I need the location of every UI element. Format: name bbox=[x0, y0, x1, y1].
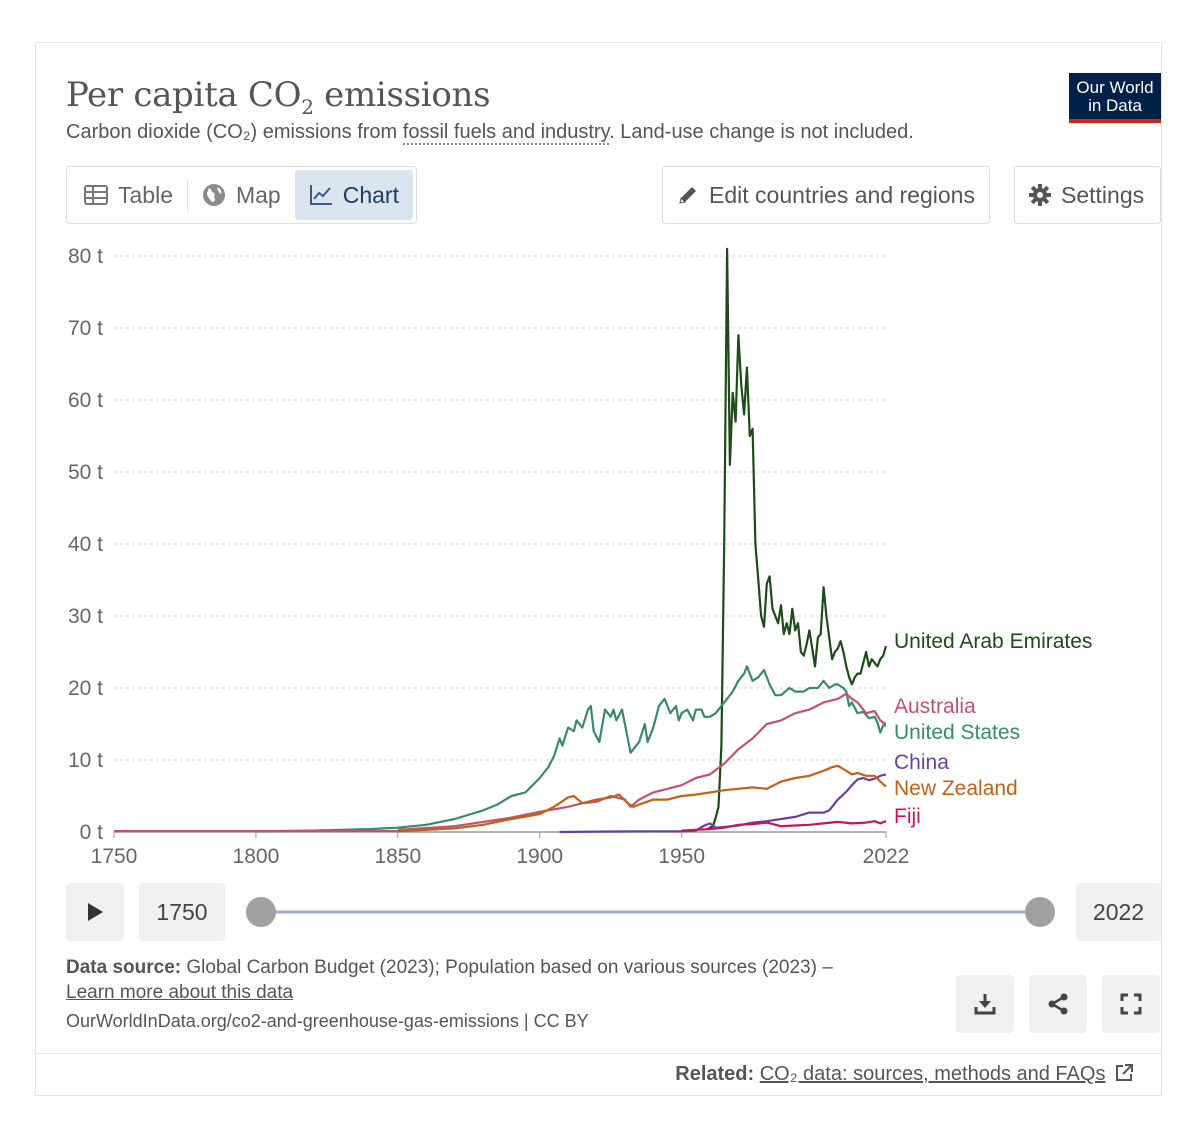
y-tick-label: 40 t bbox=[68, 533, 103, 556]
series-label: Fiji bbox=[894, 805, 921, 828]
view-tabs: Table Map Chart bbox=[66, 166, 417, 224]
play-icon bbox=[88, 903, 103, 921]
share-button[interactable] bbox=[1029, 975, 1087, 1033]
y-tick-label: 60 t bbox=[68, 389, 103, 412]
gear-icon bbox=[1029, 184, 1051, 206]
expand-icon bbox=[1120, 993, 1142, 1015]
pencil-icon bbox=[679, 187, 696, 204]
fullscreen-button[interactable] bbox=[1102, 975, 1160, 1033]
owid-logo[interactable]: Our World in Data bbox=[1069, 73, 1161, 123]
tab-table[interactable]: Table bbox=[70, 170, 187, 220]
source-url: OurWorldInData.org/co2-and-greenhouse-ga… bbox=[66, 1011, 589, 1031]
x-tick-label: 2022 bbox=[863, 845, 910, 868]
series-line bbox=[681, 820, 887, 832]
series-label: United Arab Emirates bbox=[894, 630, 1092, 653]
download-icon bbox=[974, 994, 996, 1015]
data-source: Data source: Global Carbon Budget (2023)… bbox=[66, 957, 833, 1003]
tab-chart[interactable]: Chart bbox=[294, 170, 413, 220]
x-tick-label: 1850 bbox=[374, 845, 421, 868]
line-chart-icon bbox=[309, 185, 332, 205]
share-icon bbox=[1048, 993, 1068, 1015]
y-tick-label: 80 t bbox=[68, 245, 103, 268]
series-line bbox=[397, 692, 887, 831]
series-label: China bbox=[894, 751, 949, 774]
x-tick-label: 1750 bbox=[91, 845, 138, 868]
x-tick-label: 1800 bbox=[233, 845, 280, 868]
series-label: Australia bbox=[894, 695, 976, 718]
series-line bbox=[706, 247, 888, 831]
x-tick-label: 1950 bbox=[658, 845, 705, 868]
settings-button[interactable]: Settings bbox=[1014, 166, 1161, 224]
y-tick-label: 70 t bbox=[68, 317, 103, 340]
timeline-start-handle[interactable] bbox=[246, 897, 276, 927]
y-tick-label: 10 t bbox=[68, 749, 103, 772]
y-tick-label: 30 t bbox=[68, 605, 103, 628]
timeline-end-label[interactable]: 2022 bbox=[1076, 883, 1161, 941]
x-tick-label: 1900 bbox=[516, 845, 563, 868]
related-link-row: Related: CO₂ data: sources, methods and … bbox=[675, 1063, 1133, 1086]
download-button[interactable] bbox=[956, 975, 1014, 1033]
series-line bbox=[255, 665, 886, 833]
external-link-icon bbox=[1116, 1064, 1133, 1081]
tab-map[interactable]: Map bbox=[188, 170, 295, 220]
page-title: Per capita CO2 emissions bbox=[66, 75, 491, 119]
series-label: United States bbox=[894, 721, 1020, 744]
table-icon bbox=[84, 185, 108, 205]
related-faq-link[interactable]: CO₂ data: sources, methods and FAQs bbox=[759, 1063, 1106, 1085]
fossil-fuels-link[interactable]: fossil fuels and industry bbox=[402, 121, 610, 145]
series-line bbox=[397, 764, 887, 833]
chart-subtitle: Carbon dioxide (CO₂) emissions from foss… bbox=[66, 121, 914, 145]
y-tick-label: 20 t bbox=[68, 677, 103, 700]
series-line bbox=[559, 773, 887, 834]
chart-card: Per capita CO2 emissions Carbon dioxide … bbox=[35, 42, 1162, 1096]
series-label: New Zealand bbox=[894, 777, 1018, 800]
play-button[interactable] bbox=[66, 883, 124, 941]
globe-icon bbox=[202, 184, 225, 206]
learn-more-link[interactable]: Learn more about this data bbox=[66, 982, 294, 1003]
edit-countries-button[interactable]: Edit countries and regions bbox=[662, 166, 990, 224]
timeline-slider[interactable] bbox=[241, 883, 1061, 941]
y-tick-label: 0 t bbox=[80, 821, 104, 844]
timeline-start-label[interactable]: 1750 bbox=[139, 883, 225, 941]
line-chart: 0 t 10 t 20 t 30 t 40 t 50 t 60 t 70 t 80 t 1750 1… bbox=[68, 245, 1092, 868]
y-tick-label: 50 t bbox=[68, 461, 103, 484]
timeline-end-handle[interactable] bbox=[1025, 897, 1055, 927]
